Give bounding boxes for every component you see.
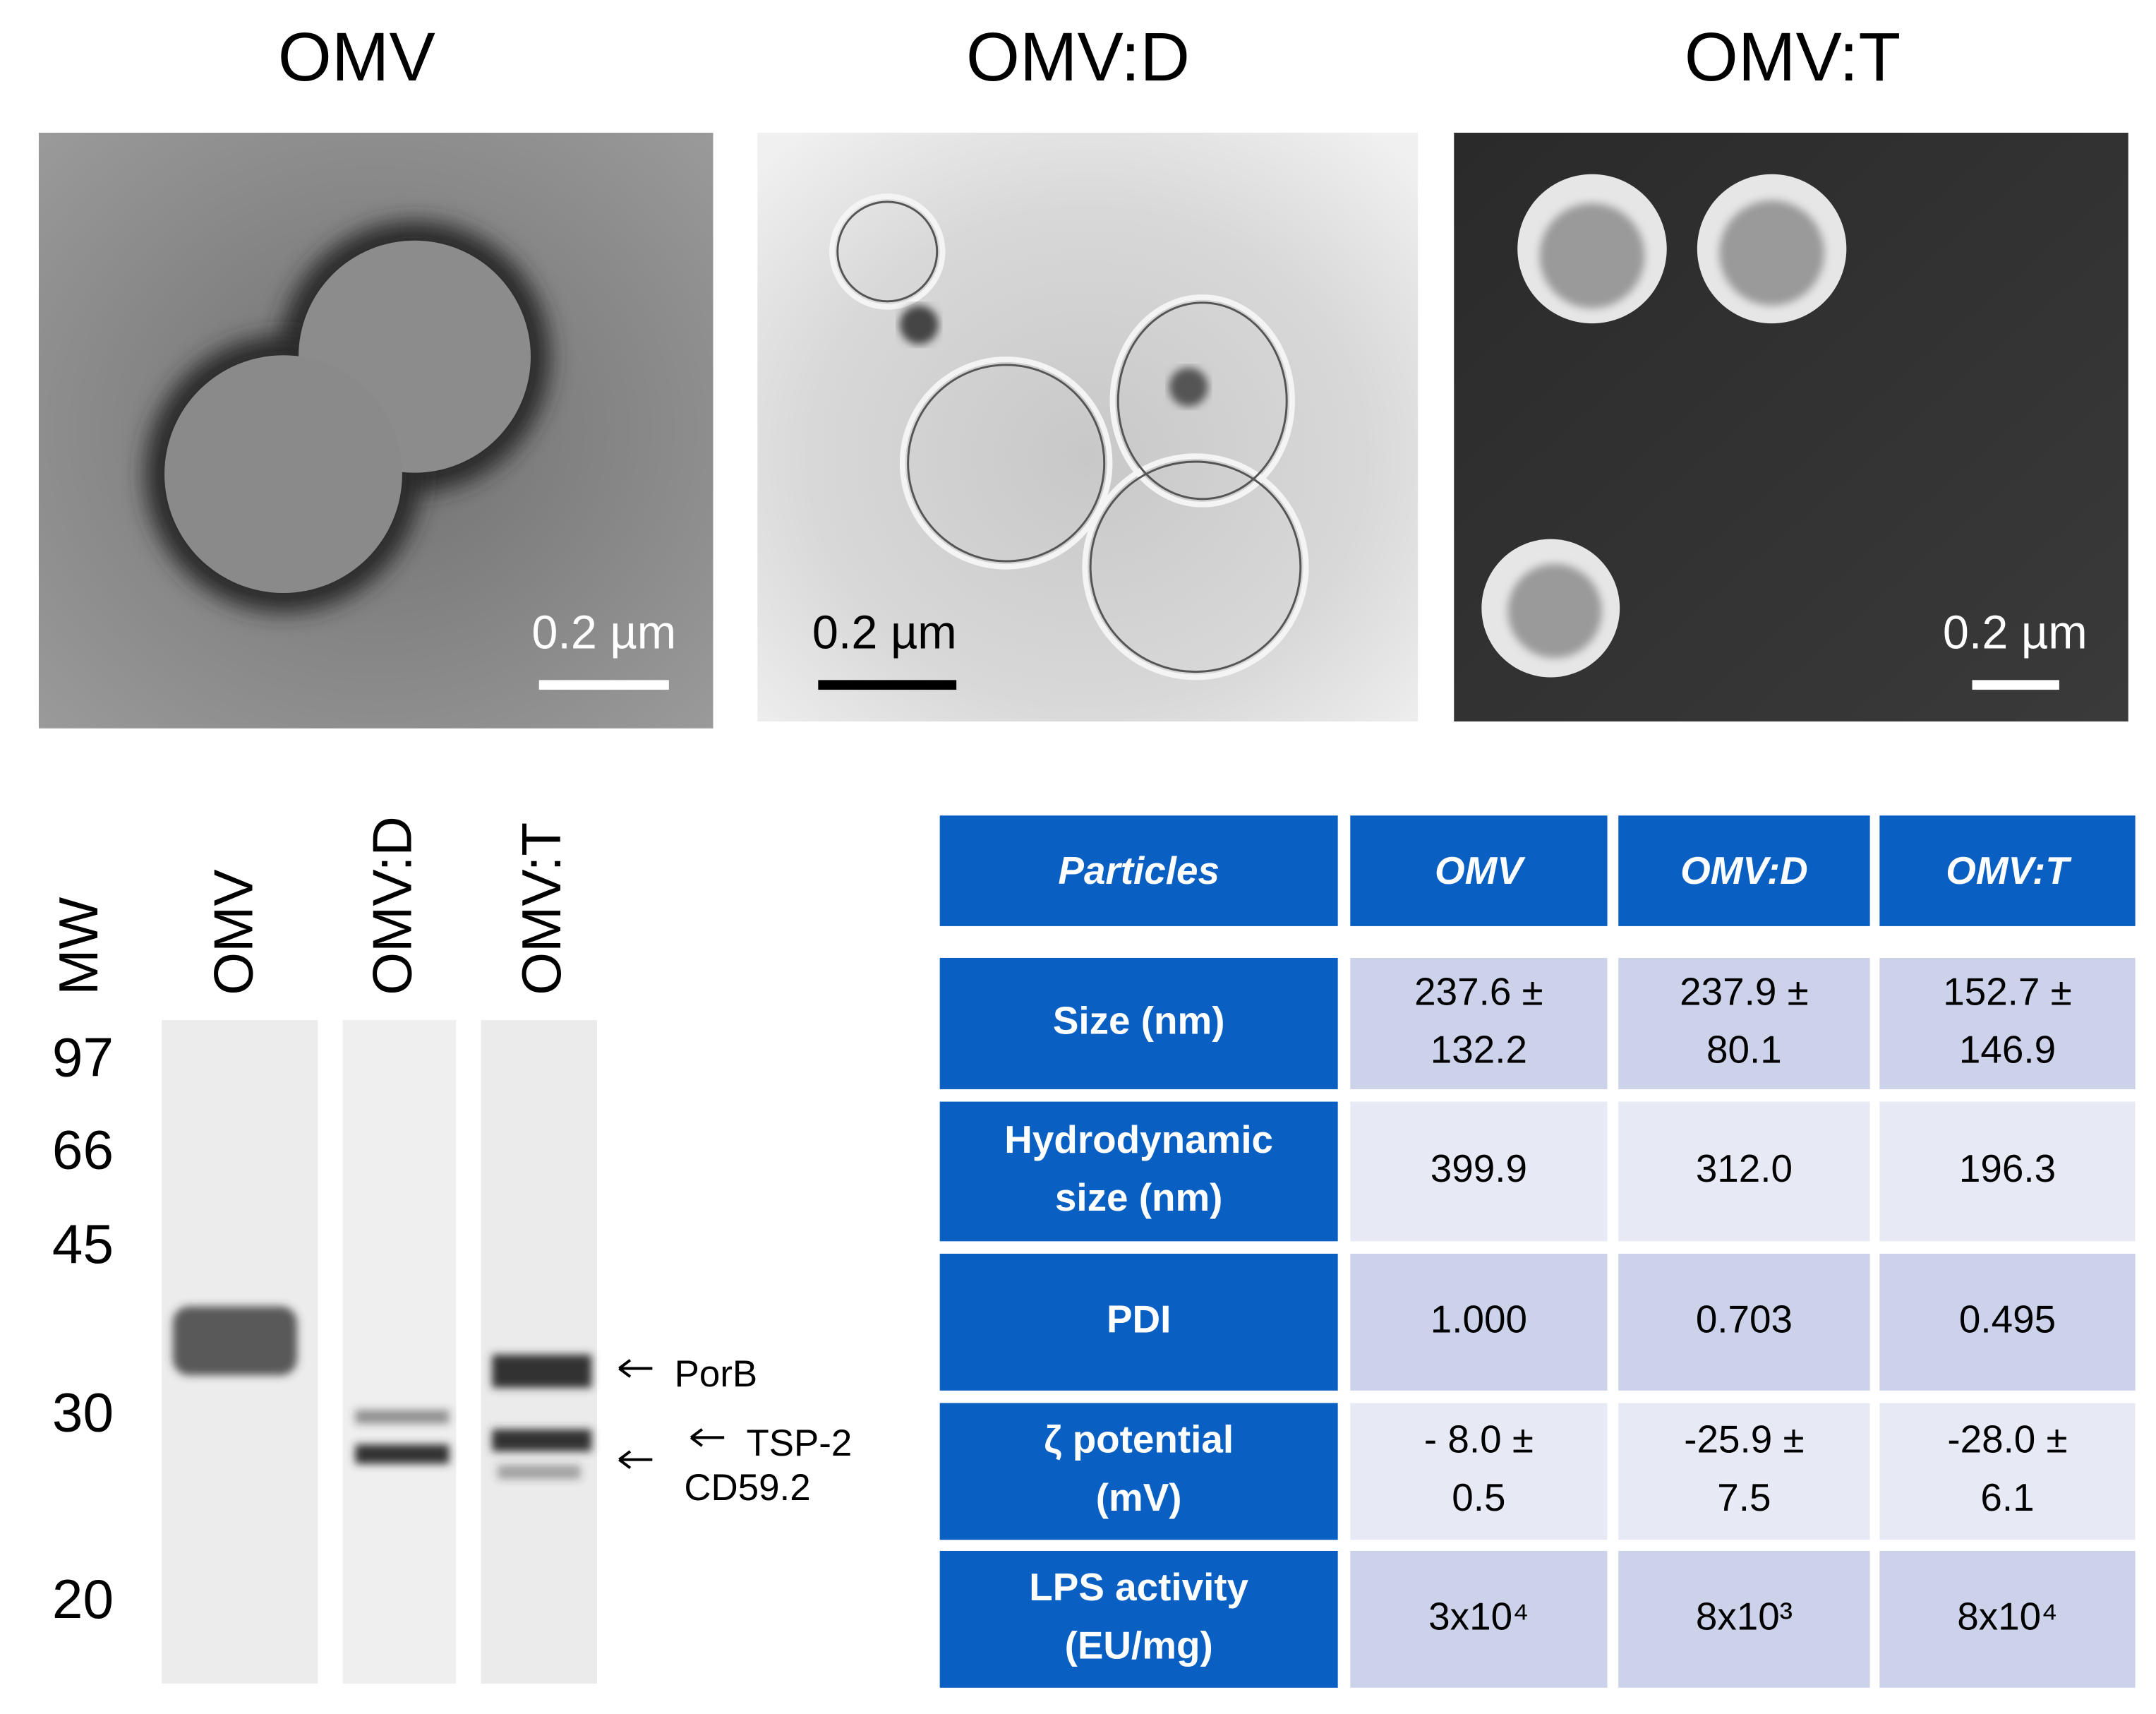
scale-label: 0.2 µm [531,606,676,659]
panel-title: OMV [278,18,435,95]
cell-value: -28.0 ± [1947,1418,2067,1461]
table-cell [1618,957,1870,1089]
lane-label: OMV:T [510,822,572,995]
tem-omv [38,132,713,729]
scale-label: 0.2 µm [1943,606,2088,659]
row-label: (mV) [1096,1475,1182,1519]
table-header-cell [1618,815,1870,926]
table-cell [1879,1403,2136,1540]
table-cell [1350,1101,1608,1242]
band-label: CD59.2 [684,1467,810,1509]
mw-marker: 97 [52,1026,114,1088]
tem-omv-t [1454,132,2128,722]
cell-value: 312.0 [1696,1146,1793,1190]
panel-title: OMV:D [966,18,1190,95]
cell-value: 80.1 [1706,1028,1782,1072]
row-label: (EU/mg) [1065,1623,1213,1667]
cell-value: 237.6 ± [1414,969,1543,1013]
row-label: size (nm) [1055,1175,1223,1219]
lane-label: OMV:D [361,816,423,995]
table-cell [1879,1101,2136,1242]
table-cell [1879,1253,2136,1391]
table-cell [1350,1403,1608,1540]
table-header-cell [1879,815,2136,926]
table-cell [1350,957,1608,1089]
table-cell [1350,1550,1608,1688]
row-label: LPS activity [1029,1565,1248,1609]
mw-label: MW [47,897,109,995]
gel [162,1020,725,1684]
row-label: Size (nm) [1053,998,1225,1042]
cell-value: 0.703 [1696,1297,1793,1341]
cell-value: 132.2 [1431,1028,1527,1072]
table-cell [1879,957,2136,1089]
cell-value: 196.3 [1959,1146,2056,1190]
cell-value: 152.7 ± [1943,969,2071,1013]
lane-label: OMV [203,869,265,995]
table-cell [1618,1403,1870,1540]
cell-value: -25.9 ± [1684,1418,1804,1461]
table-header: OMV:T [1946,849,2072,892]
table-cell [1350,1253,1608,1391]
band-label: TSP-2 [747,1422,853,1464]
table-cell [1879,1550,2136,1688]
cell-value: 8x10⁴ [1957,1594,2057,1638]
table-header: OMV [1435,849,1526,892]
table-cell [1618,1101,1870,1242]
tem-omv-d [757,132,1419,722]
table-cell [939,1550,1338,1688]
cell-value: 8x10³ [1696,1594,1793,1638]
mw-marker: 30 [52,1382,114,1444]
table-cell [939,957,1338,1089]
cell-value: 399.9 [1431,1146,1527,1190]
mw-marker: 66 [52,1119,114,1181]
scale-label: 0.2 µm [812,606,957,659]
table-header-cell [1350,815,1608,926]
table-cell [939,1101,1338,1242]
row-label: Hydrodynamic [1004,1117,1273,1161]
table-cell [1618,1550,1870,1688]
cell-value: 7.5 [1717,1475,1771,1519]
row-label: ζ potential [1044,1418,1234,1461]
cell-value: 237.9 ± [1680,969,1808,1013]
table-header: Particles [1058,849,1219,892]
table-cell [939,1403,1338,1540]
cell-value: 6.1 [1980,1475,2034,1519]
cell-value: 146.9 [1959,1028,2056,1072]
table-cell [1618,1253,1870,1391]
mw-marker: 20 [52,1568,114,1630]
panel-title: OMV:T [1685,18,1901,95]
cell-value: - 8.0 ± [1424,1418,1534,1461]
table-cell [939,1253,1338,1391]
table-header-cell [939,815,1338,926]
mw-marker: 45 [52,1213,114,1275]
band-label: PorB [675,1353,758,1395]
table-header: OMV:D [1680,849,1808,892]
cell-value: 3x10⁴ [1428,1594,1529,1638]
cell-value: 0.495 [1959,1297,2056,1341]
cell-value: 0.5 [1452,1475,1505,1519]
row-label: PDI [1107,1297,1171,1341]
cell-value: 1.000 [1431,1297,1527,1341]
